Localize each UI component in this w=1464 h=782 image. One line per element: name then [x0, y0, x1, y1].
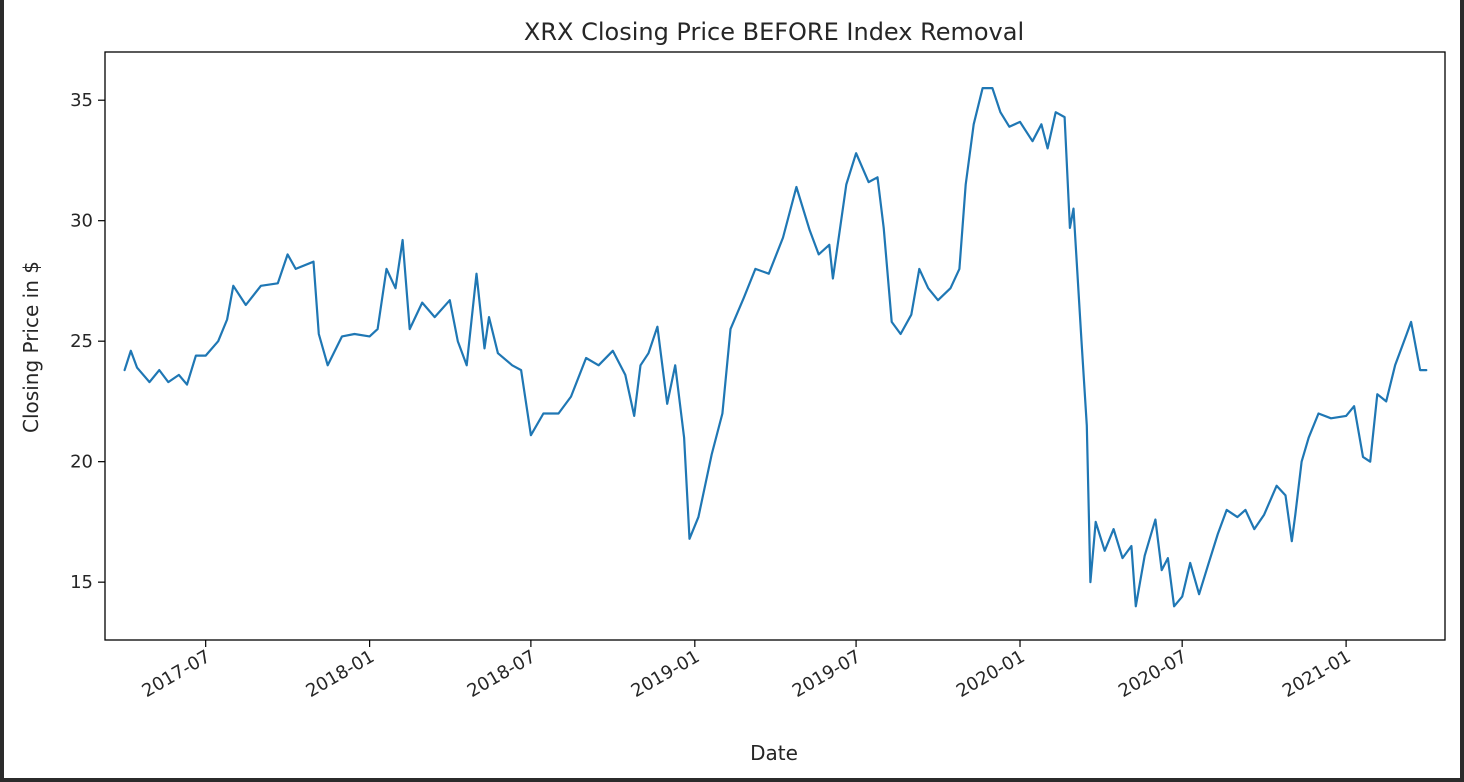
- x-tick-label: 2019-07: [789, 646, 865, 702]
- plot-area-frame: [104, 51, 1446, 641]
- y-tick-label: 30: [70, 211, 93, 232]
- x-tick-label: 2019-01: [628, 646, 704, 702]
- x-tick-label: 2021-01: [1279, 646, 1355, 702]
- x-tick-label: 2018-07: [464, 646, 540, 702]
- x-tick-label: 2020-07: [1115, 646, 1191, 702]
- y-axis-label: Closing Price in $: [19, 261, 43, 433]
- y-tick-label: 15: [70, 572, 93, 593]
- y-tick-label: 35: [70, 90, 93, 111]
- x-tick-label: 2020-01: [953, 646, 1029, 702]
- chart-frame: XRX Closing Price BEFORE Index Removal D…: [4, 0, 1460, 778]
- x-tick-label: 2018-01: [302, 646, 378, 702]
- price-series-line: [123, 86, 1428, 608]
- x-axis-label: Date: [750, 741, 798, 765]
- y-tick-label: 25: [70, 331, 93, 352]
- line-chart: XRX Closing Price BEFORE Index Removal D…: [19, 18, 1446, 765]
- chart-title: XRX Closing Price BEFORE Index Removal: [524, 18, 1024, 46]
- y-tick-label: 20: [70, 452, 93, 473]
- x-tick-label: 2017-07: [139, 646, 215, 702]
